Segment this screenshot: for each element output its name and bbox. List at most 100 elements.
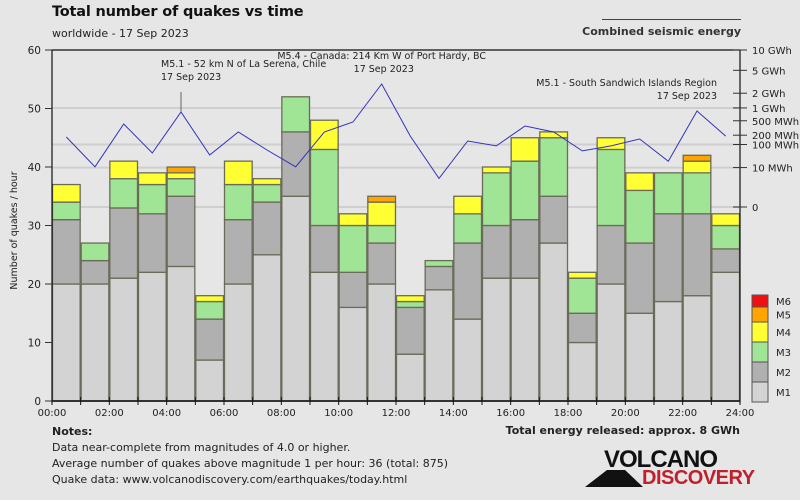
x-tick-label: 12:00 (382, 408, 411, 419)
bar-segment-m2 (281, 131, 311, 197)
bar-segment-m3 (80, 242, 110, 262)
energy-tick-label: 2 GWh (752, 89, 786, 100)
y-tick-label: 50 (28, 104, 41, 116)
bar-segment-m3 (109, 178, 139, 209)
legend-label-m5: M5 (776, 311, 791, 322)
x-tick-label: 20:00 (611, 408, 640, 419)
bar-segment-m5 (166, 166, 196, 174)
legend-label-m3: M3 (776, 348, 791, 359)
bar-segment-m4 (252, 178, 282, 186)
chart-title: Total number of quakes vs time (52, 4, 304, 20)
bar-segment-m1 (195, 359, 225, 402)
x-tick-label: 24:00 (726, 408, 755, 419)
bars (51, 96, 741, 402)
bar-segment-m3 (195, 300, 225, 320)
bar-segment-m2 (223, 218, 253, 285)
bar-segment-m4 (453, 195, 483, 215)
bar-segment-m1 (453, 318, 483, 402)
bar-segment-m1 (252, 254, 282, 402)
notes: Notes: Data near-complete from magnitude… (52, 424, 448, 488)
x-tick-label: 06:00 (210, 408, 239, 419)
energy-tick-label: 200 MWh (752, 131, 799, 142)
energy-tick-label: 10 MWh (752, 164, 793, 175)
bar-segment-m1 (309, 271, 339, 402)
bar-segment-m3 (367, 224, 397, 244)
bar-segment-m3 (223, 183, 253, 221)
energy-tick-label: 10 GWh (752, 46, 792, 57)
bar-segment-m4 (367, 201, 397, 227)
bar-segment-m2 (109, 207, 139, 279)
bar-segment-m3 (281, 96, 311, 133)
x-tick-label: 08:00 (267, 408, 296, 419)
bar-segment-m4 (51, 183, 81, 203)
bar-segment-m4 (338, 213, 368, 227)
legend-label-m6: M6 (776, 297, 791, 308)
bar-segment-m4 (539, 131, 569, 139)
bar-segment-m4 (395, 295, 425, 303)
y-tick-label: 40 (28, 162, 41, 174)
bar-segment-m4 (510, 137, 540, 162)
legend-label-m4: M4 (776, 328, 791, 339)
bar-segment-m1 (653, 300, 683, 402)
bar-segment-m3 (424, 259, 454, 268)
bar-segment-m3 (453, 213, 483, 244)
volcanodiscovery-logo[interactable]: VOLCANO DISCOVERY (585, 446, 755, 490)
energy-tick-label: 100 MWh (752, 140, 799, 151)
energy-tick-label: 1 GWh (752, 104, 786, 115)
bar-segment-m4 (195, 295, 225, 303)
energy-legend-swatch (602, 19, 741, 20)
annotations: M5.1 - 52 km N of La Serena, Chile 17 Sep… (161, 51, 717, 112)
bar-segment-m4 (481, 166, 511, 174)
bar-segment-m1 (51, 283, 81, 402)
bar-segment-m3 (625, 189, 655, 244)
bar-segment-m1 (510, 277, 540, 402)
bar-segment-m4 (109, 160, 139, 180)
bar-segment-m1 (223, 283, 253, 402)
bar-segment-m4 (625, 172, 655, 192)
bar-segment-m2 (424, 265, 454, 291)
bar-segment-m2 (510, 218, 540, 279)
legend-label-m1: M1 (776, 388, 791, 399)
bar-segment-m3 (166, 178, 196, 197)
bar-segment-m5 (367, 195, 397, 203)
y-tick-label: 30 (28, 221, 41, 233)
bar-segment-m2 (80, 259, 110, 285)
x-tick-label: 02:00 (95, 408, 124, 419)
bar-segment-m1 (539, 242, 569, 402)
bar-segment-m1 (109, 277, 139, 402)
legend-swatch-m6 (751, 294, 769, 308)
legend-swatch-m5 (751, 306, 769, 323)
bar-segment-m1 (682, 295, 712, 402)
bar-segment-m3 (51, 201, 81, 221)
bar-segment-m2 (682, 213, 712, 297)
bar-segment-m1 (481, 277, 511, 402)
y-tick-label: 20 (28, 279, 41, 291)
bar-segment-m2 (539, 195, 569, 244)
bar-segment-m3 (711, 224, 741, 250)
x-tick-label: 14:00 (439, 408, 468, 419)
x-tick-label: 04:00 (152, 408, 181, 419)
y-tick-label: 60 (28, 45, 41, 57)
energy-legend-label: Combined seismic energy (582, 25, 741, 38)
legend: M6 M5 M4 M3 M2 M1 (751, 294, 791, 403)
energy-tick-label: 5 GWh (752, 66, 786, 77)
bar-segment-m4 (596, 137, 626, 151)
bar-segment-m3 (596, 148, 626, 227)
legend-swatch-m2 (751, 361, 769, 383)
bar-segment-m2 (453, 242, 483, 320)
total-energy: Total energy released: approx. 8 GWh (505, 424, 740, 437)
bar-segment-m2 (653, 213, 683, 303)
bar-segment-m2 (567, 312, 597, 344)
bar-segment-m2 (252, 201, 282, 256)
quakes-chart: M5.1 - 52 km N of La Serena, Chile 17 Sep… (9, 45, 799, 419)
bar-segment-m1 (424, 289, 454, 402)
bar-segment-m3 (481, 172, 511, 227)
bar-segment-m4 (166, 172, 196, 180)
annotation-title: M5.1 - South Sandwich Islands Region (536, 78, 717, 89)
bar-segment-m1 (567, 341, 597, 402)
annotation-title: M5.4 - Canada: 214 Km W of Port Hardy, B… (277, 51, 486, 62)
bar-segment-m1 (596, 283, 626, 402)
bar-segment-m3 (252, 183, 282, 203)
bar-segment-m4 (309, 119, 339, 151)
bar-segment-m2 (367, 242, 397, 285)
